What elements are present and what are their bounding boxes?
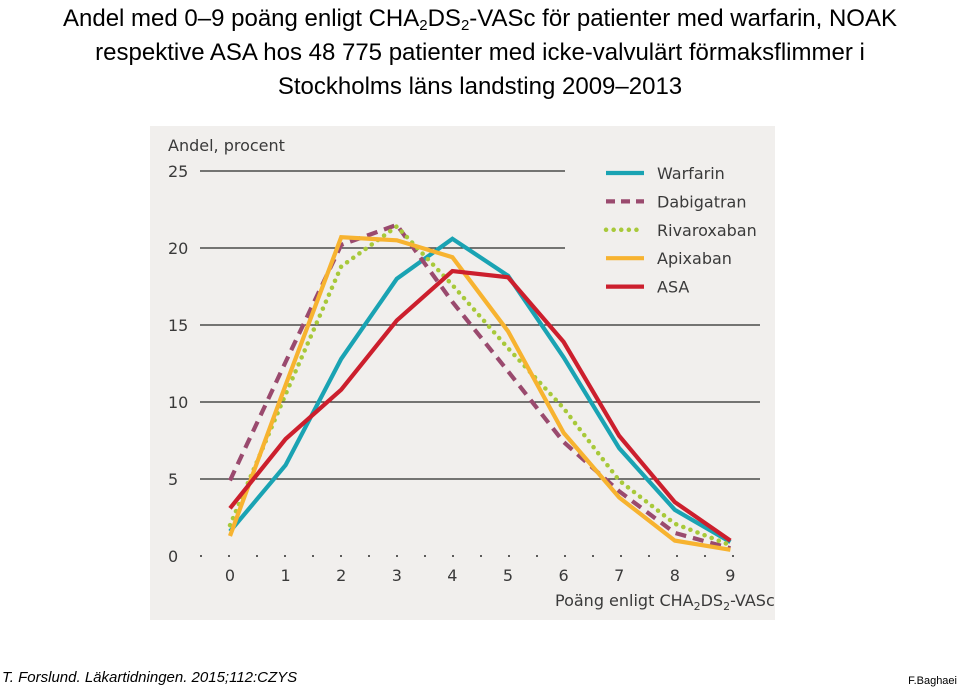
author-credit: F.Baghaei — [908, 675, 957, 687]
grid-lines — [200, 170, 760, 557]
x-tick-label: 8 — [670, 566, 680, 585]
x-axis-label: Poäng enligt CHA2DS2-VASc — [555, 591, 775, 613]
x-tick-label: 4 — [447, 566, 457, 585]
x-tick-label: 0 — [225, 566, 235, 585]
chart-title: Andel med 0–9 poäng enligt CHA2DS2-VASc … — [0, 2, 960, 104]
legend-label-rivaroxaban: Rivaroxaban — [657, 221, 757, 240]
legend-label-asa: ASA — [657, 278, 689, 297]
legend-label-warfarin: Warfarin — [657, 164, 725, 183]
tick-labels: 0 5 10 15 20 25 0 1 2 3 4 5 6 7 8 9 — [168, 162, 735, 585]
y-tick-label: 0 — [168, 547, 178, 566]
series-lines — [227, 222, 733, 552]
y-tick-label: 5 — [168, 470, 178, 489]
line-chart: 0 5 10 15 20 25 0 1 2 3 4 5 6 7 8 9 Warfarin Dabigatran R… — [150, 126, 775, 620]
x-tick-label: 7 — [614, 566, 624, 585]
title-line-3: Stockholms läns landsting 2009–2013 — [277, 73, 683, 100]
x-tick-label: 2 — [336, 566, 346, 585]
x-tick-label: 9 — [725, 566, 735, 585]
source-citation: T. Forslund. Läkartidningen. 2015;112:CZ… — [2, 669, 298, 686]
y-tick-label: 10 — [168, 393, 188, 412]
x-tick-label: 5 — [503, 566, 513, 585]
series-line-rivaroxaban — [227, 223, 733, 548]
y-tick-label: 20 — [168, 239, 188, 258]
legend-label-dabigatran: Dabigatran — [657, 192, 746, 211]
series-line-asa — [228, 268, 732, 543]
legend-label-apixaban: Apixaban — [657, 249, 732, 268]
x-tick-label: 1 — [281, 566, 291, 585]
series-line-apixaban — [228, 235, 731, 552]
y-axis-label: Andel, procent — [168, 136, 285, 155]
series-line-dabigatran — [228, 222, 731, 551]
y-tick-label: 25 — [168, 162, 188, 181]
legend: Warfarin Dabigatran Rivaroxaban Apixaban ASA — [596, 154, 757, 304]
title-line-2: respektive ASA hos 48 775 patienter med … — [95, 39, 865, 66]
x-tick-label: 3 — [392, 566, 402, 585]
x-tick-label: 6 — [559, 566, 569, 585]
y-tick-label: 15 — [168, 316, 188, 335]
title-line-1: Andel med 0–9 poäng enligt CHA2DS2-VASc … — [63, 5, 897, 34]
